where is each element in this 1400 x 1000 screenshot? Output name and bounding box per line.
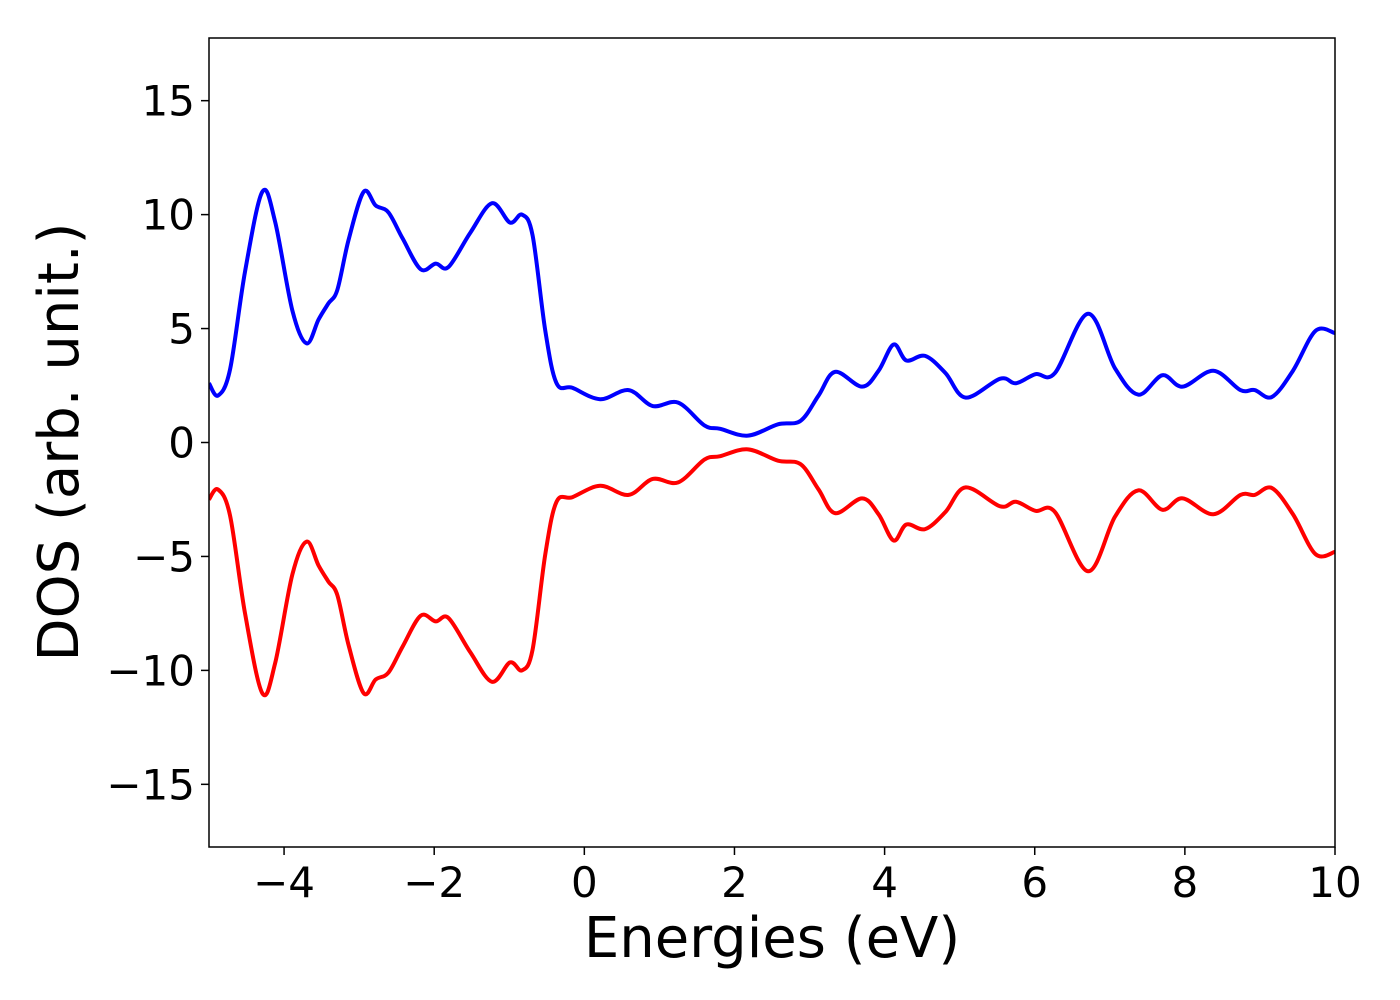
y-tick-label: 0 bbox=[168, 419, 195, 468]
y-tick-label: −10 bbox=[106, 646, 195, 695]
y-tick-label: 10 bbox=[142, 191, 195, 240]
series-line-1 bbox=[209, 447, 1335, 698]
x-tick-label: 6 bbox=[1021, 858, 1048, 907]
y-tick-label: 5 bbox=[168, 305, 195, 354]
x-tick-label: 10 bbox=[1308, 858, 1361, 907]
y-tick-label: 15 bbox=[142, 77, 195, 126]
series-group bbox=[209, 187, 1335, 698]
x-axis-label: Energies (eV) bbox=[584, 906, 960, 971]
series-line-0 bbox=[209, 187, 1335, 438]
plot-frame bbox=[208, 37, 1336, 848]
x-tick-label: 4 bbox=[871, 858, 898, 907]
x-tick-label: −4 bbox=[253, 858, 315, 907]
x-tick-label: 0 bbox=[571, 858, 598, 907]
x-tick-label: 8 bbox=[1171, 858, 1198, 907]
y-axis-label: DOS (arb. unit.) bbox=[27, 222, 92, 661]
x-tick-label: 2 bbox=[721, 858, 748, 907]
x-tick-label: −2 bbox=[403, 858, 465, 907]
y-tick-label: −15 bbox=[106, 760, 195, 809]
ticks-group: −4 −2 0 2 4 6 8 10 −15 −10 −5 0 5 10 15 bbox=[106, 77, 1361, 907]
y-tick-label: −5 bbox=[133, 532, 195, 581]
